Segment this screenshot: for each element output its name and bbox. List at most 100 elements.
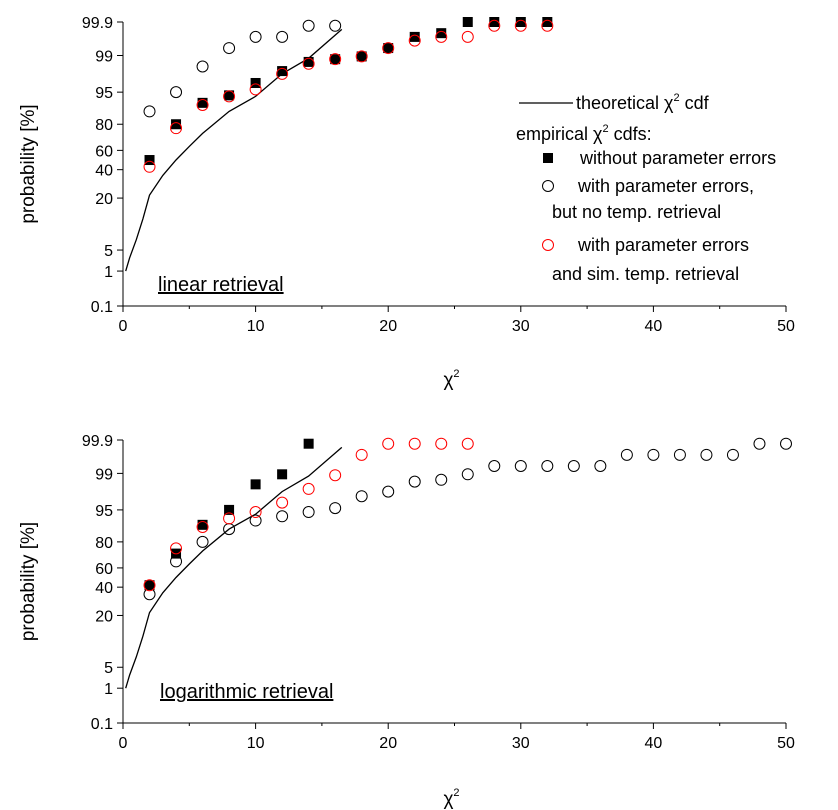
y-tick-label: 60 bbox=[95, 143, 113, 160]
black-circle-marker bbox=[302, 19, 315, 32]
black-circle-marker bbox=[223, 42, 236, 55]
black-circle-marker bbox=[726, 448, 739, 461]
red-circle-marker bbox=[541, 19, 554, 32]
data-markers bbox=[143, 17, 554, 173]
y-tick-label: 20 bbox=[95, 608, 113, 625]
black-circle-marker bbox=[435, 473, 448, 486]
black-circle-marker bbox=[647, 448, 660, 461]
legend-circle-marker bbox=[542, 239, 554, 251]
red-circle-marker bbox=[276, 496, 289, 509]
red-circle-marker bbox=[196, 520, 209, 533]
red-circle-marker bbox=[461, 30, 474, 43]
y-tick-label: 40 bbox=[95, 163, 113, 180]
square-marker bbox=[197, 97, 208, 108]
x-tick-label: 30 bbox=[512, 735, 530, 752]
legend-entry-label: without parameter errors bbox=[579, 148, 776, 168]
red-circle-marker bbox=[170, 542, 183, 555]
black-circle-marker bbox=[276, 510, 289, 523]
y-tick-label: 1 bbox=[104, 264, 113, 281]
legend-entry-label: with parameter errors bbox=[577, 235, 749, 255]
legend-entry-label: with parameter errors, bbox=[577, 176, 754, 196]
black-circle-marker bbox=[620, 448, 633, 461]
red-circle-marker bbox=[514, 19, 527, 32]
y-tick-label: 99 bbox=[95, 49, 113, 66]
square-marker bbox=[462, 17, 473, 27]
legend-entry-label: and sim. temp. retrieval bbox=[552, 264, 739, 284]
y-tick-label: 1 bbox=[104, 681, 113, 698]
black-circle-marker bbox=[143, 105, 156, 118]
x-tick-label: 20 bbox=[379, 318, 397, 335]
black-circle-marker bbox=[753, 437, 766, 450]
square-marker bbox=[250, 479, 261, 490]
x-tick-label: 0 bbox=[119, 735, 128, 752]
y-tick-label: 95 bbox=[95, 85, 113, 102]
panel-label: logarithmic retrieval bbox=[160, 681, 333, 703]
black-circle-marker bbox=[143, 588, 156, 601]
red-circle-marker bbox=[461, 437, 474, 450]
red-circle-marker bbox=[435, 437, 448, 450]
square-marker bbox=[515, 17, 526, 27]
y-tick-label: 5 bbox=[104, 243, 113, 260]
legend-square-marker bbox=[543, 153, 553, 163]
black-circle-marker bbox=[541, 459, 554, 472]
square-marker bbox=[277, 469, 288, 480]
red-circle-marker bbox=[302, 482, 315, 495]
square-marker bbox=[224, 90, 235, 101]
legend-sup: 2 bbox=[674, 92, 680, 104]
red-circle-marker bbox=[355, 448, 368, 461]
black-circle-marker bbox=[329, 19, 342, 32]
x-tick-label: 50 bbox=[777, 318, 795, 335]
black-circle-marker bbox=[408, 475, 421, 488]
y-axis-title: probability [%] bbox=[18, 522, 39, 641]
square-marker bbox=[356, 51, 367, 62]
x-tick-label: 50 bbox=[777, 735, 795, 752]
square-marker bbox=[197, 519, 208, 530]
black-circle-marker bbox=[249, 30, 262, 43]
red-circle-marker bbox=[435, 30, 448, 43]
x-axis-title-superscript: 2 bbox=[453, 787, 459, 799]
black-circle-marker bbox=[196, 60, 209, 73]
y-tick-label: 20 bbox=[95, 191, 113, 208]
red-circle-marker bbox=[223, 90, 236, 103]
black-circle-marker bbox=[780, 437, 792, 450]
square-marker bbox=[224, 504, 235, 515]
legend-sup: 2 bbox=[602, 123, 608, 135]
black-circle-marker bbox=[249, 514, 262, 527]
red-circle-marker bbox=[249, 83, 262, 96]
x-axis-title-superscript: 2 bbox=[453, 368, 459, 380]
x-axis-title: χ2 bbox=[443, 787, 459, 810]
black-circle-marker bbox=[302, 506, 315, 519]
red-circle-marker bbox=[329, 53, 342, 66]
black-circle-marker bbox=[329, 502, 342, 515]
black-circle-marker bbox=[170, 555, 183, 568]
red-circle-marker bbox=[143, 160, 156, 173]
red-circle-marker bbox=[382, 437, 395, 450]
panel-label: linear retrieval bbox=[158, 274, 284, 296]
square-marker bbox=[436, 28, 447, 39]
red-circle-marker bbox=[329, 469, 342, 482]
red-circle-marker bbox=[249, 506, 262, 519]
legend: theoretical χ2 cdf empirical χ2 cdfs: with… bbox=[516, 92, 776, 284]
legend-entry-label: but no temp. retrieval bbox=[552, 202, 721, 222]
legend-empirical-heading: empirical χ2 cdfs: bbox=[516, 123, 652, 144]
red-circle-marker bbox=[196, 98, 209, 111]
x-tick-label: 10 bbox=[247, 735, 265, 752]
square-marker bbox=[542, 17, 553, 27]
y-tick-label: 99.9 bbox=[82, 433, 113, 450]
black-circle-marker bbox=[594, 459, 607, 472]
black-circle-marker bbox=[700, 448, 713, 461]
red-circle-marker bbox=[355, 50, 368, 63]
y-tick-label: 5 bbox=[104, 660, 113, 677]
y-tick-label: 95 bbox=[95, 503, 113, 520]
legend-theoretical-label: theoretical χ2 cdf bbox=[576, 92, 710, 113]
y-tick-label: 80 bbox=[95, 535, 113, 552]
black-circle-marker bbox=[488, 459, 501, 472]
legend-suffix: cdf bbox=[680, 93, 710, 113]
square-marker bbox=[409, 31, 420, 42]
square-marker bbox=[250, 77, 261, 88]
black-circle-marker bbox=[276, 30, 289, 43]
y-tick-label: 0.1 bbox=[91, 716, 113, 733]
red-circle-marker bbox=[488, 19, 501, 32]
data-markers bbox=[143, 437, 792, 601]
black-circle-marker bbox=[567, 459, 580, 472]
